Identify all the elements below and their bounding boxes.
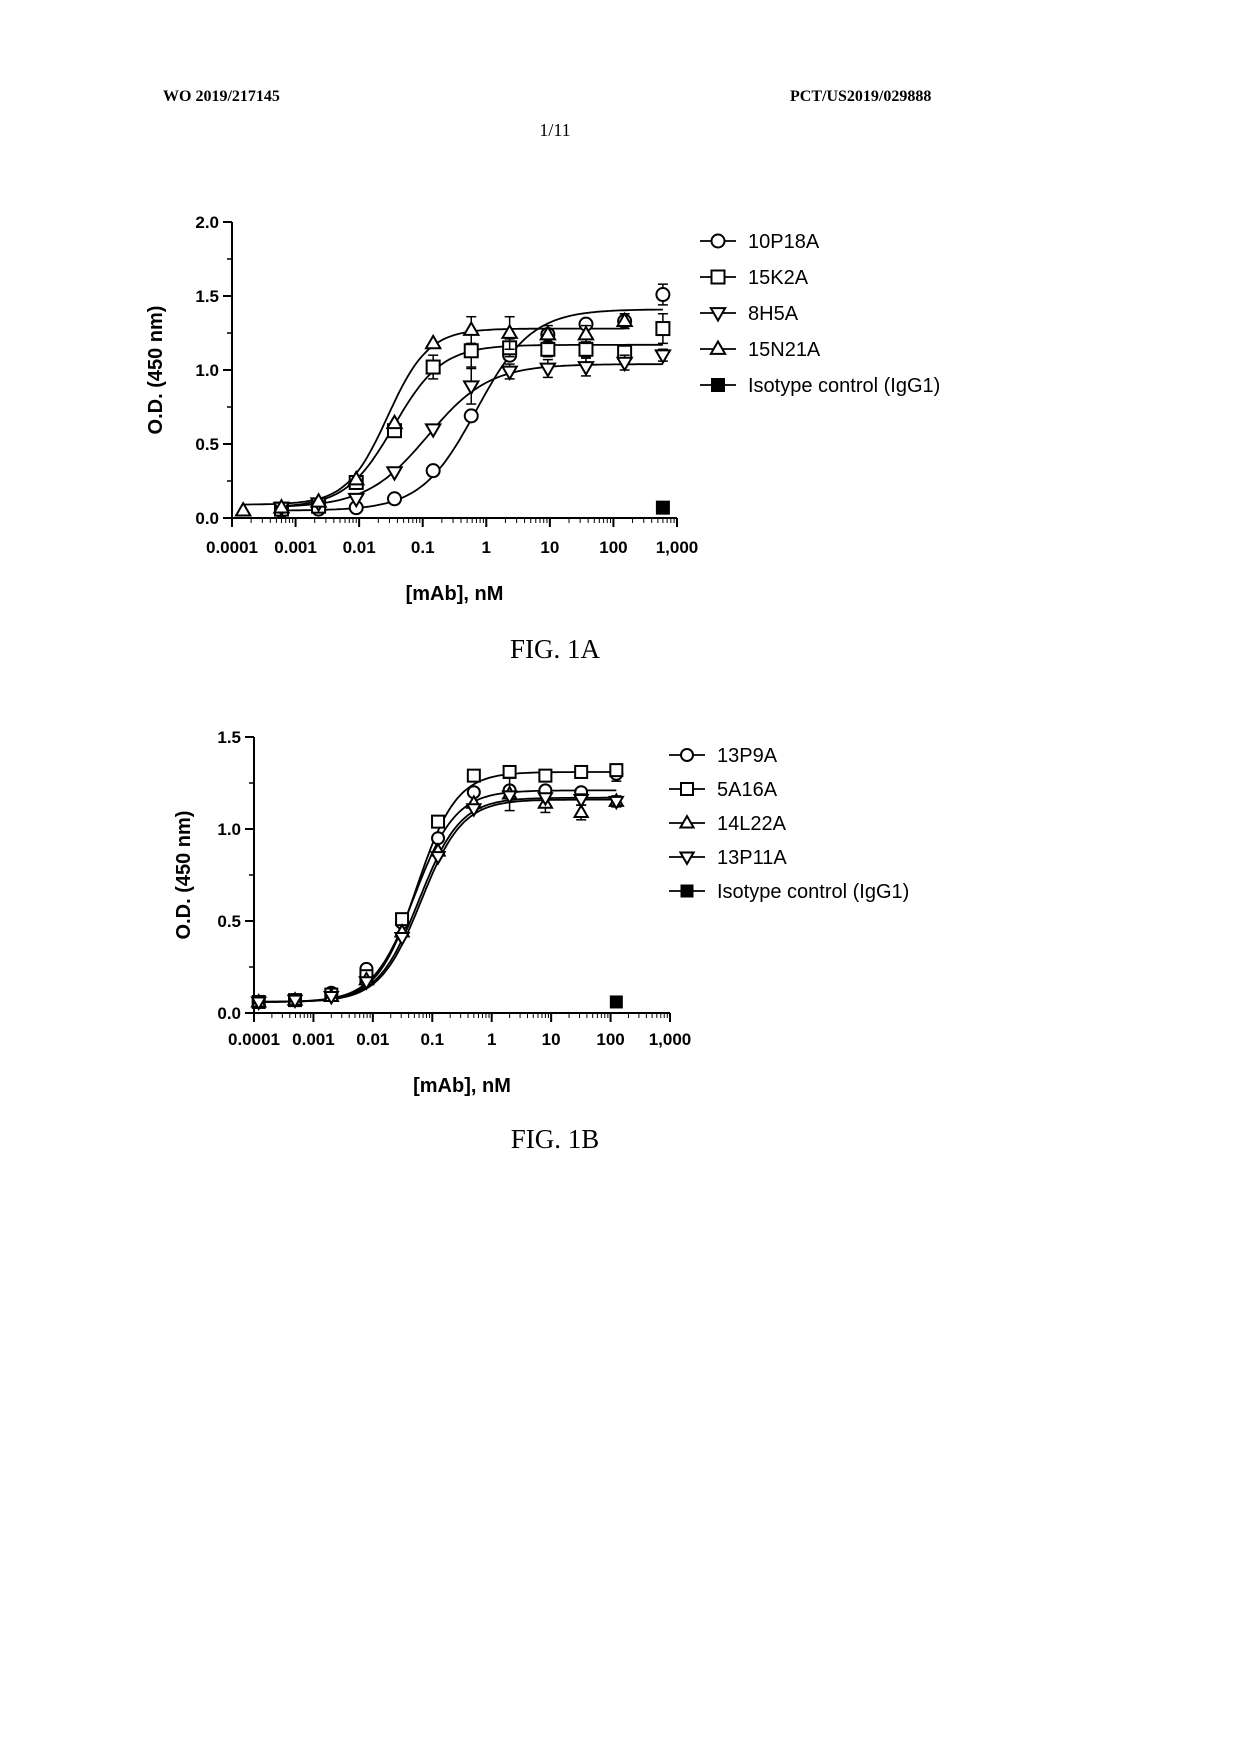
data-point [427, 464, 440, 477]
series-isotype-control-igg1 [656, 501, 669, 514]
x-tick-label: 1,000 [656, 538, 699, 557]
figure-caption: FIG. 1B [511, 1124, 600, 1154]
x-tick-label: 0.001 [274, 538, 317, 557]
series-15n21a [236, 314, 632, 516]
y-tick-label: 1.0 [195, 361, 219, 380]
legend-entry-10p18a: 10P18A [700, 231, 820, 253]
figure-1a-chart: 0.0 0.5 1.0 1.5 2.0 0.0001 0.001 0.01 0.1 1 10 100 1… [0, 200, 1100, 680]
y-tick-label: 0.0 [217, 1004, 241, 1023]
legend-marker [681, 783, 693, 795]
data-point [575, 766, 587, 778]
series-8h5a [274, 349, 670, 515]
legend-entry-isotype-control-igg1: Isotype control (IgG1) [700, 375, 940, 397]
legend-entry-15n21a: 15N21A [700, 339, 821, 361]
data-point [464, 323, 478, 335]
x-tick-label: 0.0001 [206, 538, 258, 557]
legend-entry-isotype-control-igg1: Isotype control (IgG1) [669, 881, 909, 903]
data-point [504, 766, 516, 778]
data-point [579, 343, 592, 356]
x-tick-label: 0.0001 [228, 1030, 280, 1049]
figure-caption: FIG. 1A [510, 634, 601, 664]
legend-label: 8H5A [748, 303, 799, 325]
x-tick-label: 0.1 [420, 1030, 444, 1049]
legend-label: Isotype control (IgG1) [748, 375, 940, 397]
data-point [387, 467, 401, 479]
legend-marker [711, 342, 725, 354]
data-point [541, 343, 554, 356]
legend-marker [712, 379, 725, 392]
data-point [539, 770, 551, 782]
legend-marker [681, 749, 693, 761]
data-point [427, 361, 440, 374]
x-tick-label: 0.001 [292, 1030, 335, 1049]
y-tick-label: 1.5 [195, 287, 219, 306]
legend-marker [712, 235, 725, 248]
y-axis-label: O.D. (450 nm) [173, 811, 195, 940]
y-tick-label: 1.5 [217, 728, 241, 747]
x-axis-label: [mAb], nM [413, 1075, 511, 1097]
x-tick-label: 10 [540, 538, 559, 557]
data-point [610, 996, 622, 1008]
y-axis-label: O.D. (450 nm) [145, 306, 167, 435]
legend-label: Isotype control (IgG1) [717, 881, 909, 903]
x-tick-label: 1 [487, 1030, 496, 1049]
x-tick-label: 1,000 [649, 1030, 692, 1049]
sheet-number: 1/11 [0, 120, 1110, 141]
data-point [541, 364, 555, 376]
series-13p9a [253, 766, 623, 1008]
legend-entry-8h5a: 8H5A [700, 303, 799, 325]
data-point [656, 501, 669, 514]
series-5a16a [253, 764, 623, 1008]
data-point [432, 816, 444, 828]
legend-entry-15k2a: 15K2A [700, 267, 809, 289]
x-tick-label: 0.1 [411, 538, 435, 557]
x-tick-label: 10 [542, 1030, 561, 1049]
data-point [465, 409, 478, 422]
y-tick-label: 0.5 [217, 912, 241, 931]
data-point [579, 362, 593, 374]
data-point [656, 288, 669, 301]
y-tick-label: 0.5 [195, 435, 219, 454]
series-10p18a [275, 284, 669, 517]
publication-number: WO 2019/217145 [163, 88, 280, 106]
x-tick-label: 100 [596, 1030, 624, 1049]
legend-label: 13P11A [717, 847, 787, 869]
y-tick-label: 2.0 [195, 213, 219, 232]
x-tick-label: 0.01 [343, 538, 376, 557]
series-14l22a [252, 777, 623, 1006]
legend-label: 15N21A [748, 339, 821, 361]
figure-1b-chart: 0.0 0.5 1.0 1.5 0.0001 0.001 0.01 0.1 1 10 100 1,00… [0, 715, 1100, 1165]
legend-marker [681, 885, 693, 897]
legend-entry-13p9a: 13P9A [669, 745, 778, 767]
legend-label: 15K2A [748, 267, 809, 289]
legend-label: 10P18A [748, 231, 820, 253]
legend-marker [680, 853, 693, 864]
legend-entry-13p11a: 13P11A [669, 847, 787, 869]
legend-marker [711, 308, 725, 320]
x-tick-label: 1 [482, 538, 491, 557]
data-point [431, 852, 444, 863]
legend-marker [680, 816, 693, 827]
legend-label: 14L22A [717, 813, 787, 835]
y-tick-label: 1.0 [217, 820, 241, 839]
data-point [465, 344, 478, 357]
legend-entry-5a16a: 5A16A [669, 779, 778, 801]
legend-marker [712, 271, 725, 284]
legend-entry-14l22a: 14L22A [669, 813, 787, 835]
application-number: PCT/US2019/029888 [790, 88, 931, 106]
data-point [656, 350, 670, 362]
x-tick-label: 0.01 [356, 1030, 389, 1049]
series-isotype-control-igg1 [610, 996, 622, 1008]
legend-label: 5A16A [717, 779, 778, 801]
y-tick-label: 0.0 [195, 509, 219, 528]
fit-curve-5a16a [259, 772, 617, 1002]
data-point [656, 322, 669, 335]
x-tick-label: 100 [599, 538, 627, 557]
data-point [388, 492, 401, 505]
data-point [468, 770, 480, 782]
legend-label: 13P9A [717, 745, 778, 767]
data-point [610, 764, 622, 776]
x-axis-label: [mAb], nM [406, 583, 504, 605]
data-point [502, 326, 516, 338]
